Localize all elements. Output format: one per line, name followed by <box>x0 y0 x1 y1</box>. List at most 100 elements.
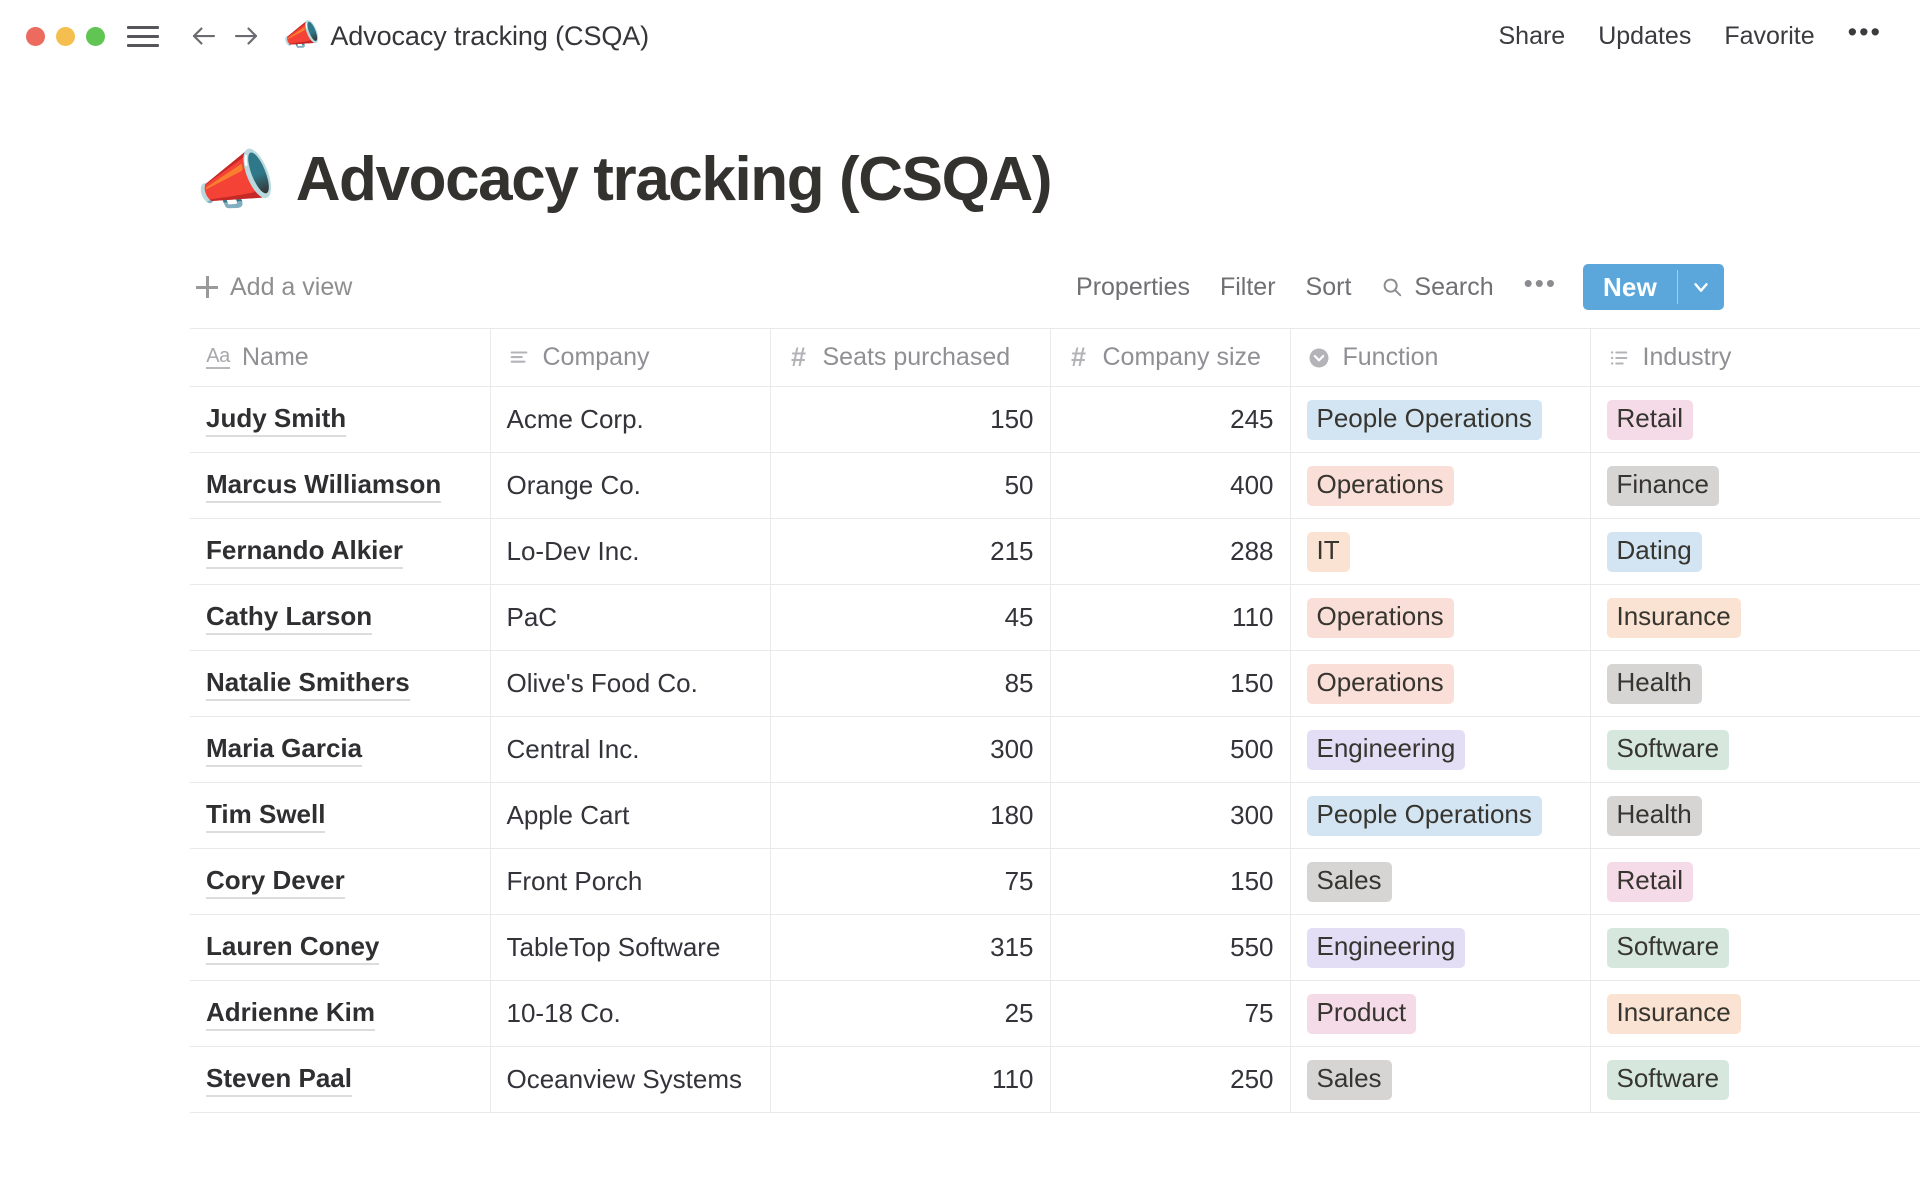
table-row[interactable]: Adrienne Kim 10-18 Co. 25 75 Product Insuranc… <box>190 980 1920 1048</box>
cell-name[interactable]: Cory Dever <box>190 848 491 916</box>
function-tag[interactable]: Operations <box>1306 465 1454 506</box>
industry-tag[interactable]: Health <box>1606 795 1702 836</box>
more-options-icon[interactable]: ••• <box>1847 16 1882 47</box>
cell-name[interactable]: Lauren Coney <box>190 914 491 982</box>
cell-company-size[interactable]: 288 <box>1050 518 1291 586</box>
zoom-window-button[interactable] <box>86 26 105 46</box>
cell-seats-purchased[interactable]: 150 <box>770 386 1051 454</box>
database-table-container[interactable]: Aa Name <box>0 328 1920 1114</box>
row-title-link[interactable]: Lauren Coney <box>206 931 380 965</box>
cell-industry[interactable]: Insurance <box>1590 980 1920 1048</box>
row-title-link[interactable]: Fernando Alkier <box>206 535 403 569</box>
function-tag[interactable]: Engineering <box>1306 729 1466 770</box>
cell-name[interactable]: Tim Swell <box>190 782 491 850</box>
row-title-link[interactable]: Tim Swell <box>206 799 326 833</box>
cell-function[interactable]: Operations <box>1290 452 1591 520</box>
cell-company-size[interactable]: 500 <box>1050 716 1291 784</box>
cell-function[interactable]: Sales <box>1290 1046 1591 1114</box>
cell-company-size[interactable]: 150 <box>1050 848 1291 916</box>
search-button[interactable]: Search <box>1381 273 1494 302</box>
industry-tag[interactable]: Health <box>1606 663 1702 704</box>
cell-company[interactable]: Lo-Dev Inc. <box>490 518 771 586</box>
cell-company[interactable]: Oceanview Systems <box>490 1046 771 1114</box>
industry-tag[interactable]: Software <box>1606 927 1730 968</box>
table-row[interactable]: Lauren Coney TableTop Software 315 550 Engin… <box>190 914 1920 982</box>
arrow-left-icon[interactable] <box>183 15 225 57</box>
new-button[interactable]: New <box>1602 271 1657 302</box>
cell-industry[interactable]: Dating <box>1590 518 1920 586</box>
cell-industry[interactable]: Retail <box>1590 386 1920 454</box>
cell-seats-purchased[interactable]: 300 <box>770 716 1051 784</box>
table-row[interactable]: Fernando Alkier Lo-Dev Inc. 215 288 IT Dating <box>190 518 1920 586</box>
add-view-button[interactable]: Add a view <box>196 273 352 302</box>
cell-name[interactable]: Steven Paal <box>190 1046 491 1114</box>
row-title-link[interactable]: Adrienne Kim <box>206 997 376 1031</box>
page-emoji-icon[interactable]: 📣 <box>196 144 276 217</box>
function-tag[interactable]: Sales <box>1306 1059 1392 1100</box>
industry-tag[interactable]: Insurance <box>1606 993 1741 1034</box>
cell-company[interactable]: TableTop Software <box>490 914 771 982</box>
function-tag[interactable]: Product <box>1306 993 1417 1034</box>
cell-function[interactable]: People Operations <box>1290 386 1591 454</box>
cell-name[interactable]: Judy Smith <box>190 386 491 454</box>
cell-name[interactable]: Marcus Williamson <box>190 452 491 520</box>
column-header-name[interactable]: Aa Name <box>190 328 491 388</box>
table-row[interactable]: Marcus Williamson Orange Co. 50 400 Operatio… <box>190 452 1920 520</box>
cell-company[interactable]: Apple Cart <box>490 782 771 850</box>
cell-company[interactable]: PaC <box>490 584 771 652</box>
row-title-link[interactable]: Judy Smith <box>206 403 347 437</box>
industry-tag[interactable]: Software <box>1606 1059 1730 1100</box>
cell-name[interactable]: Maria Garcia <box>190 716 491 784</box>
cell-name[interactable]: Cathy Larson <box>190 584 491 652</box>
cell-industry[interactable]: Health <box>1590 650 1920 718</box>
cell-company-size[interactable]: 300 <box>1050 782 1291 850</box>
cell-function[interactable]: Operations <box>1290 650 1591 718</box>
function-tag[interactable]: Operations <box>1306 663 1454 704</box>
industry-tag[interactable]: Dating <box>1606 531 1702 572</box>
arrow-right-icon[interactable] <box>225 15 267 57</box>
row-title-link[interactable]: Cory Dever <box>206 865 345 899</box>
cell-function[interactable]: Engineering <box>1290 716 1591 784</box>
row-title-link[interactable]: Cathy Larson <box>206 601 373 635</box>
industry-tag[interactable]: Finance <box>1606 465 1719 506</box>
cell-seats-purchased[interactable]: 85 <box>770 650 1051 718</box>
cell-company-size[interactable]: 110 <box>1050 584 1291 652</box>
cell-company[interactable]: Orange Co. <box>490 452 771 520</box>
cell-seats-purchased[interactable]: 75 <box>770 848 1051 916</box>
cell-name[interactable]: Adrienne Kim <box>190 980 491 1048</box>
cell-seats-purchased[interactable]: 50 <box>770 452 1051 520</box>
industry-tag[interactable]: Retail <box>1606 399 1693 440</box>
cell-name[interactable]: Fernando Alkier <box>190 518 491 586</box>
view-more-icon[interactable]: ••• <box>1523 268 1557 299</box>
industry-tag[interactable]: Retail <box>1606 861 1693 902</box>
cell-seats-purchased[interactable]: 315 <box>770 914 1051 982</box>
cell-company[interactable]: Front Porch <box>490 848 771 916</box>
row-title-link[interactable]: Maria Garcia <box>206 733 363 767</box>
column-header-company[interactable]: Company <box>490 328 771 388</box>
function-tag[interactable]: People Operations <box>1306 795 1542 836</box>
cell-company-size[interactable]: 75 <box>1050 980 1291 1048</box>
cell-industry[interactable]: Software <box>1590 1046 1920 1114</box>
properties-button[interactable]: Properties <box>1076 272 1190 301</box>
cell-company[interactable]: 10-18 Co. <box>490 980 771 1048</box>
column-header-industry[interactable]: Industry <box>1590 328 1920 388</box>
filter-button[interactable]: Filter <box>1219 272 1276 301</box>
row-title-link[interactable]: Steven Paal <box>206 1063 352 1097</box>
cell-seats-purchased[interactable]: 180 <box>770 782 1051 850</box>
function-tag[interactable]: Sales <box>1306 861 1392 902</box>
table-row[interactable]: Steven Paal Oceanview Systems 110 250 Sales S… <box>190 1046 1920 1114</box>
cell-company-size[interactable]: 400 <box>1050 452 1291 520</box>
function-tag[interactable]: People Operations <box>1306 399 1542 440</box>
cell-function[interactable]: Sales <box>1290 848 1591 916</box>
function-tag[interactable]: IT <box>1306 531 1350 572</box>
cell-function[interactable]: Engineering <box>1290 914 1591 982</box>
industry-tag[interactable]: Software <box>1606 729 1730 770</box>
cell-industry[interactable]: Software <box>1590 716 1920 784</box>
cell-function[interactable]: People Operations <box>1290 782 1591 850</box>
updates-button[interactable]: Updates <box>1598 21 1692 50</box>
cell-industry[interactable]: Software <box>1590 914 1920 982</box>
cell-company[interactable]: Olive's Food Co. <box>490 650 771 718</box>
table-row[interactable]: Natalie Smithers Olive's Food Co. 85 150 Ope… <box>190 650 1920 718</box>
column-header-function[interactable]: Function <box>1290 328 1591 388</box>
cell-company[interactable]: Central Inc. <box>490 716 771 784</box>
